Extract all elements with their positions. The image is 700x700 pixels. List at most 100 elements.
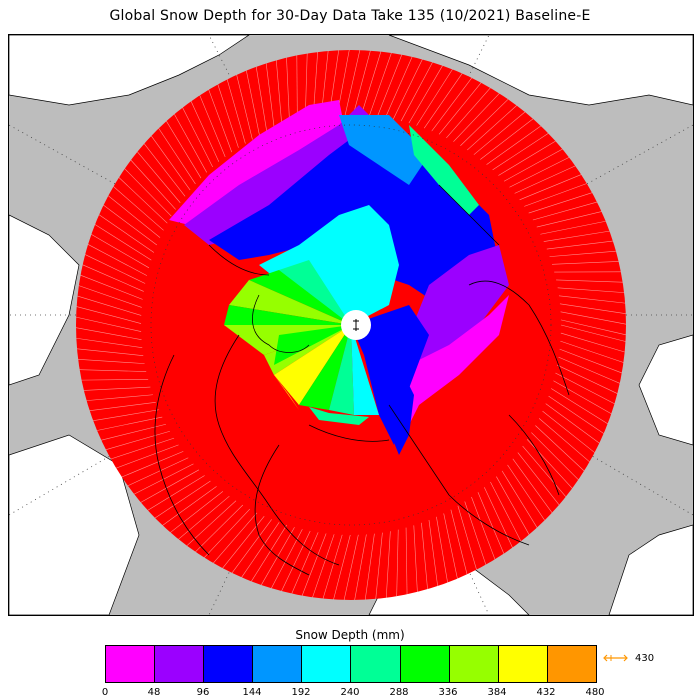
- hatch-line: [545, 403, 600, 444]
- outer-ocean-east: [638, 334, 693, 446]
- hatch-line: [532, 201, 598, 221]
- hatch-line: [543, 230, 610, 242]
- region-purple-east: [409, 245, 509, 365]
- hatch-line: [113, 186, 164, 231]
- hatch-line: [86, 394, 153, 401]
- hatch-line: [553, 380, 612, 415]
- hatch-line: [392, 59, 423, 120]
- hatch-line: [80, 274, 143, 300]
- hatch-line: [548, 395, 604, 434]
- color-bar: [105, 645, 597, 683]
- hatch-line: [450, 509, 468, 575]
- hatch-line: [127, 457, 189, 486]
- hatch-line: [76, 316, 142, 332]
- hatch-line: [453, 93, 500, 142]
- hatch-line: [408, 65, 443, 124]
- legend-swatch: [155, 646, 205, 682]
- legend-tick-label: 96: [196, 687, 210, 698]
- hatch-line: [535, 425, 585, 472]
- hatch-line: [143, 143, 186, 197]
- hatch-line: [301, 533, 327, 596]
- hatch-line: [78, 358, 145, 364]
- hatch-line: [352, 50, 371, 116]
- hatch-line: [121, 451, 184, 478]
- hatch-line: [286, 57, 290, 125]
- hatch-line: [199, 95, 226, 157]
- hatch-line: [333, 534, 351, 600]
- hatch-line: [484, 487, 513, 548]
- legend-swatch: [547, 646, 596, 682]
- hatch-line: [526, 439, 573, 489]
- hatch-line: [557, 287, 625, 293]
- legend-tick-label: 48: [147, 687, 161, 698]
- hatch-line: [275, 60, 283, 127]
- region-magenta-east: [394, 295, 509, 435]
- hatch-line: [241, 522, 280, 578]
- hatch-line: [546, 240, 613, 250]
- hatch-line: [438, 82, 482, 135]
- legend-swatch: [449, 646, 499, 682]
- graticule-circle-inner: [150, 124, 552, 526]
- hatch-line: [467, 105, 517, 151]
- sector-cyan-1: [309, 250, 351, 325]
- hatch-line: [76, 348, 144, 356]
- hatch-line: [118, 177, 168, 224]
- hatch-line: [85, 254, 146, 284]
- sector-lime-1: [229, 280, 351, 325]
- hatch-line: [81, 379, 149, 381]
- hatch-line: [498, 140, 556, 176]
- legend-swatch: [106, 646, 156, 682]
- sector-green-2: [224, 305, 351, 325]
- hatch-line: [93, 409, 159, 421]
- legend-tick-label: 336: [438, 687, 458, 698]
- hatch-line: [405, 527, 408, 595]
- hatch-line: [162, 486, 217, 526]
- hatch-line: [83, 386, 151, 391]
- hatch-line: [560, 324, 626, 342]
- sector-cyan-2: [351, 325, 379, 415]
- hatch-line: [76, 306, 142, 324]
- hatch-line: [147, 475, 205, 511]
- hatch-line: [473, 111, 526, 155]
- hatch-line: [231, 519, 272, 574]
- hatch-line: [261, 527, 295, 586]
- hatch-line: [443, 513, 458, 579]
- hatch-line: [560, 311, 627, 325]
- sector-teal-2: [329, 325, 354, 415]
- hatch-line: [103, 204, 158, 246]
- legend-tick-label: 0: [101, 687, 109, 698]
- hatch-line: [213, 512, 258, 564]
- hatch-line: [130, 159, 176, 210]
- hatch-line: [116, 444, 179, 469]
- hatch-line: [98, 214, 155, 253]
- hatch-line: [124, 168, 172, 217]
- hatch-line: [312, 534, 335, 598]
- hatch-line: [431, 77, 472, 132]
- legend-swatch: [400, 646, 450, 682]
- hatch-line: [190, 101, 220, 162]
- hatch-line: [226, 79, 246, 144]
- hatch-line: [558, 295, 626, 304]
- hatch-line: [558, 356, 620, 384]
- hatch-line: [509, 157, 570, 188]
- hatch-line: [559, 303, 626, 314]
- legend-tick-label: 480: [585, 687, 605, 698]
- hatch-line: [354, 534, 367, 601]
- hatch-line: [217, 84, 239, 148]
- hatch-line: [477, 492, 505, 554]
- hatch-line: [186, 500, 237, 546]
- hatch-line: [377, 54, 403, 117]
- hatch-line: [344, 50, 361, 116]
- hatch-line: [528, 192, 593, 214]
- hatch-line: [110, 437, 175, 460]
- hatch-line: [517, 452, 560, 506]
- hatch-line: [222, 516, 265, 569]
- hatch-line: [512, 458, 553, 513]
- hatch-line: [75, 327, 142, 340]
- sector-yellow-1: [274, 325, 351, 405]
- sector-green-3: [299, 325, 351, 410]
- hatch-line: [151, 135, 191, 191]
- snow-depth-field: [169, 100, 509, 455]
- hatch-line: [400, 62, 433, 122]
- hatch-line: [89, 402, 156, 412]
